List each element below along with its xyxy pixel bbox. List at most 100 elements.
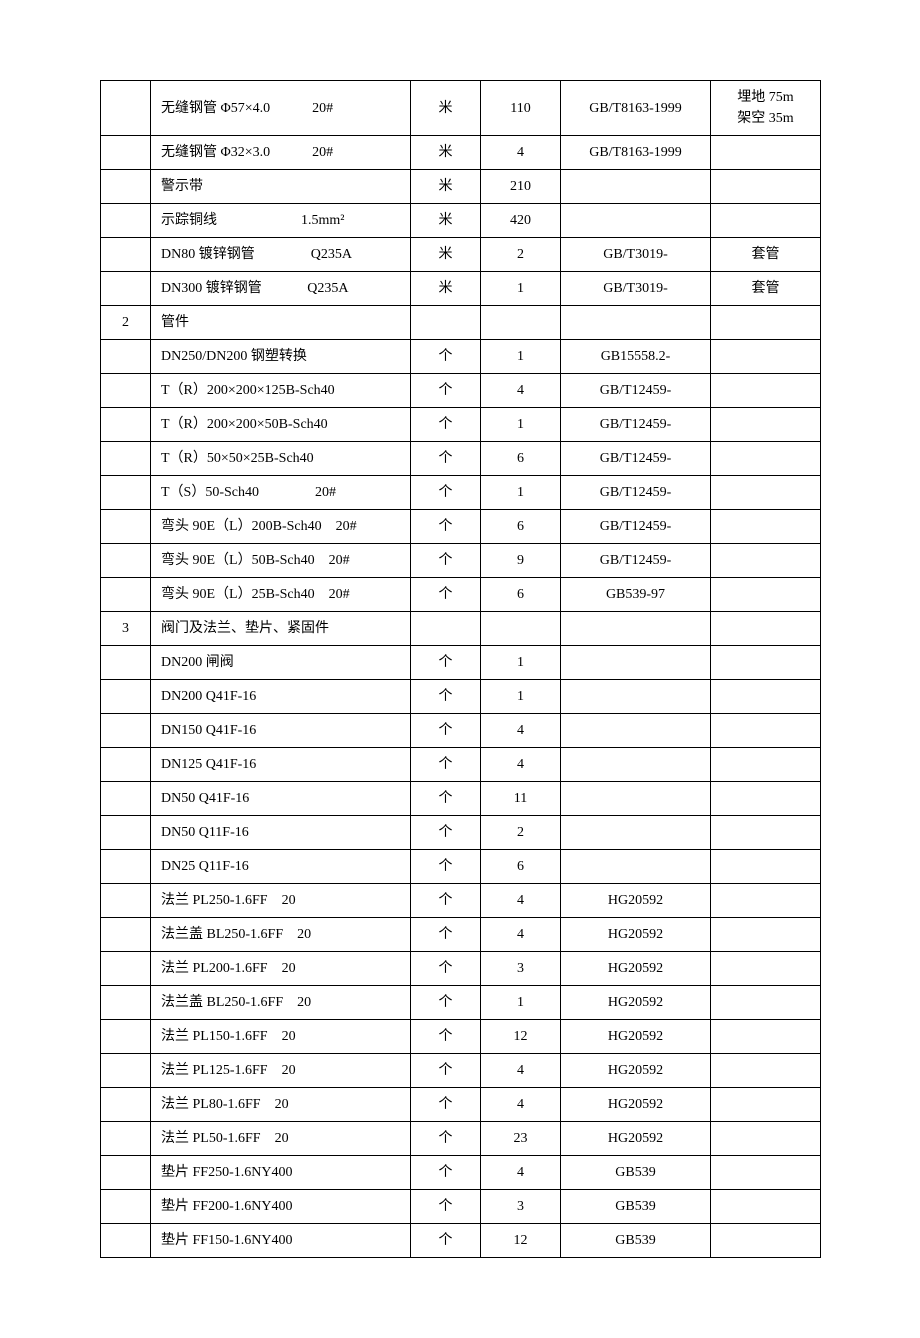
cell-qty: 12 [481, 1020, 561, 1054]
cell-index [101, 1054, 151, 1088]
cell-unit: 个 [411, 578, 481, 612]
cell-index [101, 646, 151, 680]
table-row: DN25 Q11F-16个6 [101, 850, 821, 884]
cell-remark [711, 952, 821, 986]
cell-remark [711, 476, 821, 510]
cell-qty [481, 612, 561, 646]
cell-remark [711, 918, 821, 952]
cell-standard: GB539-97 [561, 578, 711, 612]
cell-name: DN200 闸阀 [151, 646, 411, 680]
table-row: DN80 镀锌钢管 Q235A米2GB/T3019-套管 [101, 238, 821, 272]
cell-standard: GB539 [561, 1224, 711, 1258]
cell-standard: HG20592 [561, 1122, 711, 1156]
cell-remark [711, 578, 821, 612]
cell-index [101, 510, 151, 544]
cell-standard: HG20592 [561, 884, 711, 918]
cell-unit [411, 306, 481, 340]
cell-unit: 个 [411, 442, 481, 476]
cell-index [101, 1224, 151, 1258]
table-row: 法兰 PL250-1.6FF 20个4HG20592 [101, 884, 821, 918]
table-row: 法兰盖 BL250-1.6FF 20个4HG20592 [101, 918, 821, 952]
cell-name: 弯头 90E（L）200B-Sch40 20# [151, 510, 411, 544]
cell-standard [561, 782, 711, 816]
cell-unit: 个 [411, 1088, 481, 1122]
cell-index [101, 408, 151, 442]
cell-standard [561, 714, 711, 748]
cell-name: 弯头 90E（L）25B-Sch40 20# [151, 578, 411, 612]
cell-qty: 9 [481, 544, 561, 578]
cell-qty: 4 [481, 1054, 561, 1088]
table-row: DN50 Q11F-16个2 [101, 816, 821, 850]
cell-standard: HG20592 [561, 986, 711, 1020]
cell-index [101, 544, 151, 578]
table-row: T（R）200×200×125B-Sch40个4GB/T12459- [101, 374, 821, 408]
cell-index [101, 1156, 151, 1190]
cell-standard: GB/T12459- [561, 544, 711, 578]
table-row: 法兰盖 BL250-1.6FF 20个1HG20592 [101, 986, 821, 1020]
cell-standard: HG20592 [561, 918, 711, 952]
cell-unit: 个 [411, 782, 481, 816]
cell-qty: 210 [481, 170, 561, 204]
cell-standard [561, 306, 711, 340]
cell-unit: 个 [411, 408, 481, 442]
cell-remark [711, 442, 821, 476]
cell-unit: 个 [411, 986, 481, 1020]
cell-unit: 个 [411, 952, 481, 986]
cell-remark: 套管 [711, 238, 821, 272]
cell-name: 无缝钢管 Φ32×3.0 20# [151, 136, 411, 170]
cell-index [101, 816, 151, 850]
cell-standard: GB15558.2- [561, 340, 711, 374]
cell-standard [561, 646, 711, 680]
cell-unit: 个 [411, 1020, 481, 1054]
cell-unit: 米 [411, 170, 481, 204]
table-row: 法兰 PL80-1.6FF 20个4HG20592 [101, 1088, 821, 1122]
cell-name: 法兰盖 BL250-1.6FF 20 [151, 918, 411, 952]
cell-remark [711, 1156, 821, 1190]
cell-qty: 1 [481, 340, 561, 374]
cell-remark [711, 850, 821, 884]
cell-name: DN150 Q41F-16 [151, 714, 411, 748]
cell-unit [411, 612, 481, 646]
cell-unit: 米 [411, 204, 481, 238]
cell-name: 法兰 PL50-1.6FF 20 [151, 1122, 411, 1156]
cell-standard [561, 748, 711, 782]
cell-remark [711, 136, 821, 170]
cell-remark [711, 1190, 821, 1224]
table-row: DN250/DN200 钢塑转换个1GB15558.2- [101, 340, 821, 374]
cell-qty: 11 [481, 782, 561, 816]
cell-qty: 1 [481, 680, 561, 714]
cell-qty: 3 [481, 1190, 561, 1224]
cell-unit: 个 [411, 884, 481, 918]
cell-qty: 23 [481, 1122, 561, 1156]
cell-qty: 2 [481, 816, 561, 850]
cell-standard: GB/T3019- [561, 272, 711, 306]
cell-index [101, 81, 151, 136]
cell-remark [711, 986, 821, 1020]
table-row: DN200 闸阀个1 [101, 646, 821, 680]
cell-name: 垫片 FF150-1.6NY400 [151, 1224, 411, 1258]
cell-unit: 个 [411, 1224, 481, 1258]
table-row: T（R）200×200×50B-Sch40个1GB/T12459- [101, 408, 821, 442]
cell-qty: 2 [481, 238, 561, 272]
table-row: 垫片 FF250-1.6NY400个4GB539 [101, 1156, 821, 1190]
table-row: 弯头 90E（L）200B-Sch40 20#个6GB/T12459- [101, 510, 821, 544]
cell-index [101, 204, 151, 238]
cell-name: 法兰 PL250-1.6FF 20 [151, 884, 411, 918]
cell-remark [711, 680, 821, 714]
cell-name: DN25 Q11F-16 [151, 850, 411, 884]
cell-qty: 4 [481, 1088, 561, 1122]
cell-unit: 个 [411, 1122, 481, 1156]
cell-name: DN80 镀锌钢管 Q235A [151, 238, 411, 272]
table-row: 示踪铜线 1.5mm²米420 [101, 204, 821, 238]
cell-name: DN250/DN200 钢塑转换 [151, 340, 411, 374]
cell-remark [711, 1122, 821, 1156]
cell-remark [711, 204, 821, 238]
cell-index [101, 850, 151, 884]
cell-remark [711, 510, 821, 544]
cell-standard: GB/T12459- [561, 510, 711, 544]
cell-index: 3 [101, 612, 151, 646]
cell-index [101, 918, 151, 952]
cell-unit: 个 [411, 1054, 481, 1088]
table-row: 法兰 PL200-1.6FF 20个3HG20592 [101, 952, 821, 986]
table-row: 弯头 90E（L）50B-Sch40 20#个9GB/T12459- [101, 544, 821, 578]
